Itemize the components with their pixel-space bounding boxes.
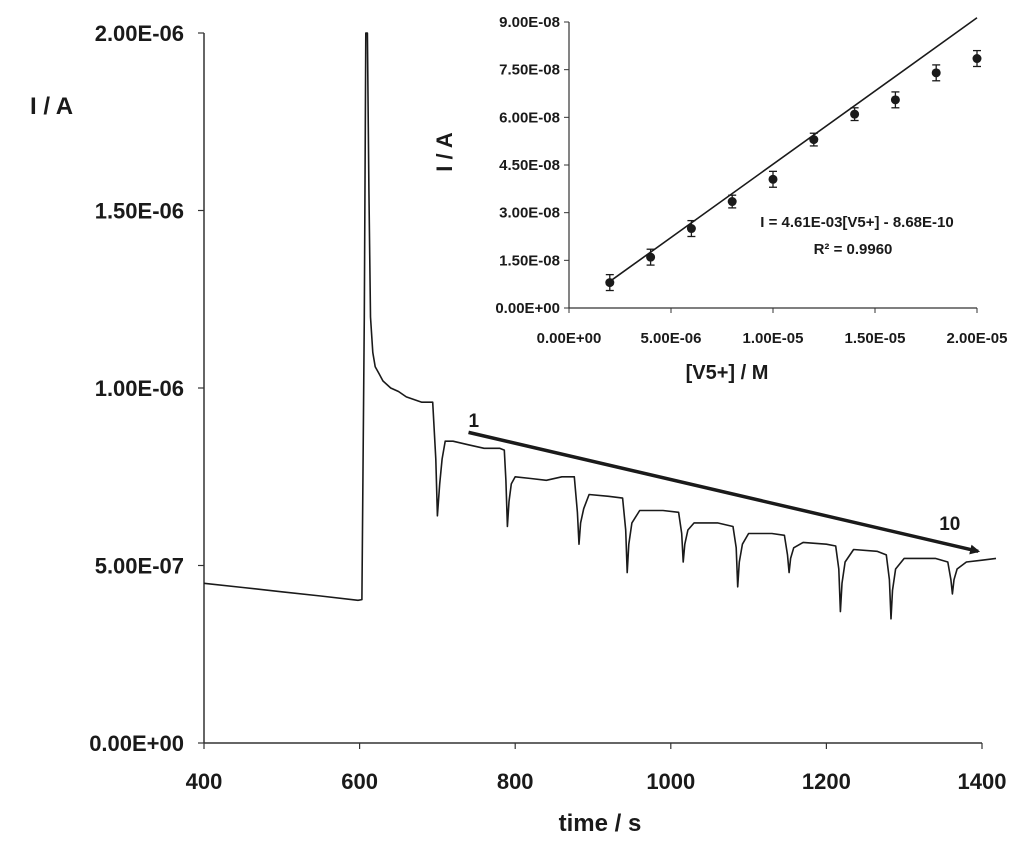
inset-ticks: 0.00E+00 1.50E-08 3.00E-08 4.50E-08 6.00E-08… <box>495 14 1007 347</box>
inset-y-tick-label: 4.50E-08 <box>499 157 560 174</box>
arrow-start-label: 1 <box>469 411 480 432</box>
inset-x-tick-label: 1.00E-05 <box>743 330 804 347</box>
inset-r-squared: R² = 0.9960 <box>814 241 893 258</box>
main-x-tick-label: 600 <box>341 769 378 794</box>
calibration-point <box>972 49 982 68</box>
main-x-tick-label: 800 <box>497 769 534 794</box>
main-y-tick-label: 1.00E-06 <box>95 376 184 401</box>
data-point-marker <box>890 95 900 105</box>
inset-y-tick-label: 7.50E-08 <box>499 62 560 79</box>
calibration-point <box>646 248 656 266</box>
data-point-marker <box>605 278 615 288</box>
data-point-marker <box>850 109 860 119</box>
arrow-end-label: 10 <box>939 514 960 535</box>
data-point-marker <box>931 68 941 78</box>
inset-fit-equation: I = 4.61E-03[V5+] - 8.68E-10 <box>760 214 953 231</box>
calibration-point <box>809 132 819 147</box>
inset-series <box>605 17 982 292</box>
calibration-point <box>890 91 900 109</box>
data-point-marker <box>646 252 656 262</box>
calibration-point <box>768 170 778 188</box>
main-x-axis-title: time / s <box>559 810 642 837</box>
inset-x-axis-title: [V5+] / M <box>686 362 769 384</box>
data-point-marker <box>972 54 982 64</box>
calibration-point <box>727 194 737 209</box>
inset-y-tick-label: 3.00E-08 <box>499 205 560 222</box>
main-annotations: 1 10 <box>468 411 981 555</box>
main-x-tick-label: 1000 <box>646 769 695 794</box>
inset-y-tick-label: 6.00E-08 <box>499 109 560 126</box>
inset-y-tick-label: 0.00E+00 <box>495 300 560 317</box>
main-series <box>203 32 997 620</box>
data-point-marker <box>768 174 778 184</box>
calibration-point <box>850 107 860 122</box>
main-y-axis-title: I / A <box>30 93 73 120</box>
inset-y-axis-title: I / A <box>432 132 457 172</box>
inset-chart: 0.00E+00 1.50E-08 3.00E-08 4.50E-08 6.00E-08… <box>432 14 1007 384</box>
inset-x-tick-label: 2.00E-05 <box>947 330 1008 347</box>
main-y-tick-label: 2.00E-06 <box>95 21 184 46</box>
inset-x-tick-label: 1.50E-05 <box>845 330 906 347</box>
main-x-tick-label: 400 <box>186 769 223 794</box>
inset-x-tick-label: 5.00E-06 <box>641 330 702 347</box>
main-y-tick-label: 5.00E-07 <box>95 554 184 579</box>
trend-arrow <box>468 430 981 555</box>
main-x-tick-label: 1200 <box>802 769 851 794</box>
main-y-tick-label: 0.00E+00 <box>89 731 184 756</box>
data-point-marker <box>727 197 737 207</box>
inset-x-tick-label: 0.00E+00 <box>537 330 602 347</box>
data-point-marker <box>809 135 819 145</box>
amperometric-trace <box>203 32 997 620</box>
calibration-point <box>605 273 615 292</box>
inset-y-tick-label: 9.00E-08 <box>499 14 560 31</box>
data-point-marker <box>686 224 696 234</box>
inset-y-tick-label: 1.50E-08 <box>499 252 560 269</box>
main-ticks: 0.00E+00 5.00E-07 1.00E-06 1.50E-06 2.00E-06… <box>89 21 1006 794</box>
calibration-point <box>931 64 941 82</box>
fit-line <box>609 17 978 283</box>
main-x-tick-label: 1400 <box>958 769 1007 794</box>
main-chart: 0.00E+00 5.00E-07 1.00E-06 1.50E-06 2.00E-06… <box>30 21 1006 837</box>
main-y-tick-label: 1.50E-06 <box>95 199 184 224</box>
calibration-point <box>686 219 696 238</box>
